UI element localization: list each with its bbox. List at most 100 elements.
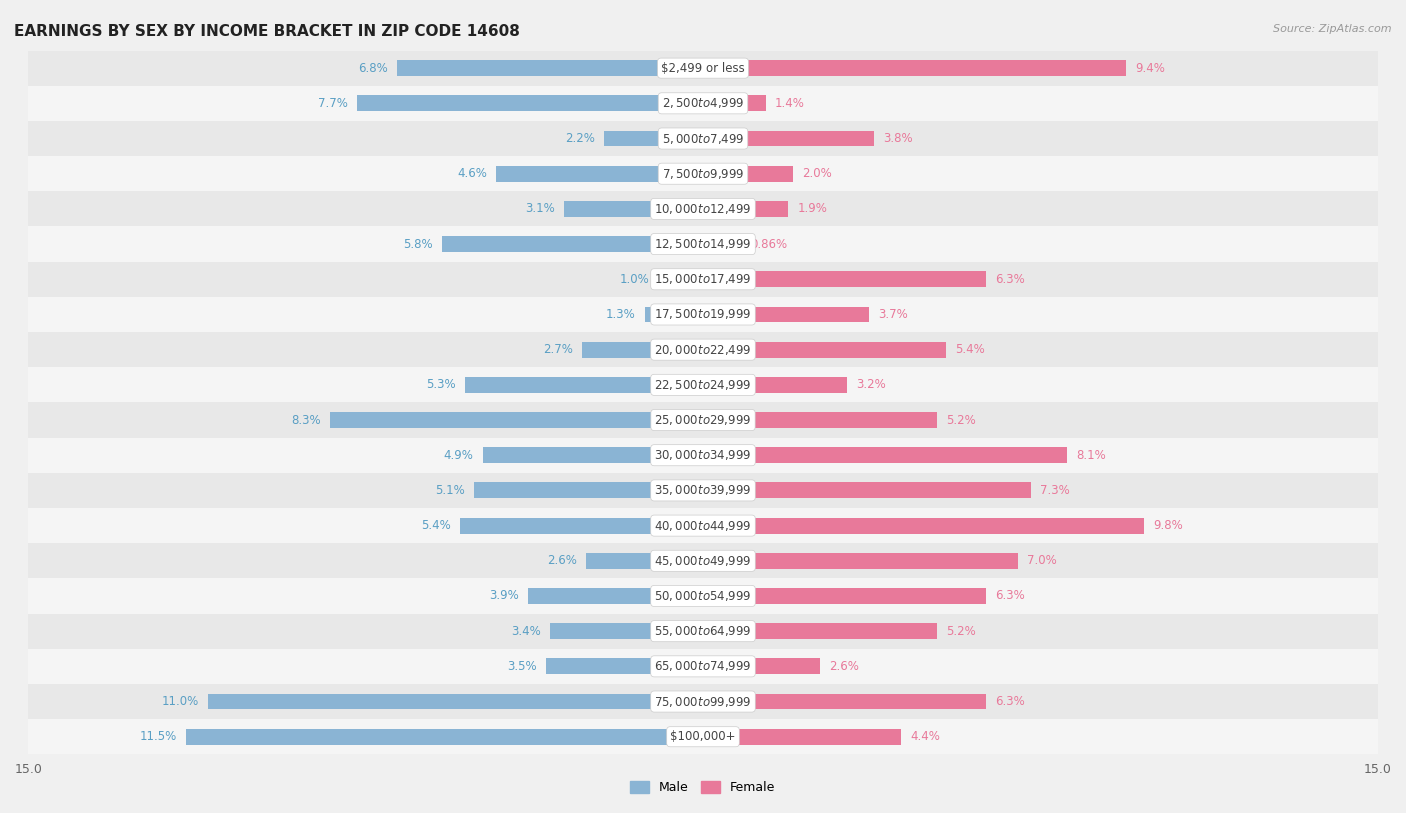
Text: 3.7%: 3.7% [879, 308, 908, 321]
Text: 3.4%: 3.4% [512, 624, 541, 637]
Bar [703, 412, 936, 428]
Text: 5.3%: 5.3% [426, 378, 456, 391]
Text: 2.2%: 2.2% [565, 132, 595, 145]
Bar [703, 447, 1067, 463]
Text: $2,500 to $4,999: $2,500 to $4,999 [662, 96, 744, 111]
Text: Source: ZipAtlas.com: Source: ZipAtlas.com [1274, 24, 1392, 34]
Bar [703, 166, 793, 181]
Bar [703, 236, 742, 252]
Text: 5.2%: 5.2% [946, 624, 976, 637]
Text: 5.2%: 5.2% [946, 414, 976, 427]
Text: 6.3%: 6.3% [995, 695, 1025, 708]
Text: EARNINGS BY SEX BY INCOME BRACKET IN ZIP CODE 14608: EARNINGS BY SEX BY INCOME BRACKET IN ZIP… [14, 24, 520, 39]
Text: 6.8%: 6.8% [359, 62, 388, 75]
Bar [28, 437, 1378, 473]
Text: 2.7%: 2.7% [543, 343, 572, 356]
Text: $22,500 to $24,999: $22,500 to $24,999 [654, 378, 752, 392]
Text: 1.9%: 1.9% [797, 202, 827, 215]
Bar [28, 508, 1378, 543]
Text: $2,499 or less: $2,499 or less [661, 62, 745, 75]
Text: $10,000 to $12,499: $10,000 to $12,499 [654, 202, 752, 216]
Bar [703, 95, 766, 111]
Bar [329, 412, 703, 428]
Bar [644, 307, 703, 323]
Bar [28, 227, 1378, 262]
Text: 5.4%: 5.4% [422, 519, 451, 532]
Bar [186, 728, 703, 745]
Text: 6.3%: 6.3% [995, 273, 1025, 286]
Bar [28, 473, 1378, 508]
Text: 7.3%: 7.3% [1040, 484, 1070, 497]
Text: 1.4%: 1.4% [775, 97, 804, 110]
Bar [357, 95, 703, 111]
Bar [703, 553, 1018, 569]
Text: 3.1%: 3.1% [524, 202, 554, 215]
Text: $55,000 to $64,999: $55,000 to $64,999 [654, 624, 752, 638]
Text: 2.0%: 2.0% [801, 167, 832, 180]
Text: 3.5%: 3.5% [508, 660, 537, 673]
Text: 4.4%: 4.4% [910, 730, 939, 743]
Text: $100,000+: $100,000+ [671, 730, 735, 743]
Bar [703, 307, 869, 323]
Text: 5.4%: 5.4% [955, 343, 984, 356]
Bar [582, 341, 703, 358]
Text: 0.86%: 0.86% [751, 237, 787, 250]
Text: 4.6%: 4.6% [457, 167, 486, 180]
Bar [703, 693, 987, 710]
Bar [658, 272, 703, 287]
Text: 1.3%: 1.3% [606, 308, 636, 321]
Bar [496, 166, 703, 181]
Bar [605, 131, 703, 146]
Bar [460, 518, 703, 533]
Text: 5.8%: 5.8% [404, 237, 433, 250]
Bar [28, 297, 1378, 332]
Text: 8.1%: 8.1% [1077, 449, 1107, 462]
Bar [703, 341, 946, 358]
Text: 3.9%: 3.9% [489, 589, 519, 602]
Text: $5,000 to $7,499: $5,000 to $7,499 [662, 132, 744, 146]
Bar [703, 131, 875, 146]
Bar [28, 191, 1378, 227]
Text: $30,000 to $34,999: $30,000 to $34,999 [654, 448, 752, 463]
Bar [586, 553, 703, 569]
Bar [28, 543, 1378, 578]
Bar [703, 377, 846, 393]
Text: 6.3%: 6.3% [995, 589, 1025, 602]
Bar [28, 578, 1378, 614]
Bar [28, 262, 1378, 297]
Text: 3.2%: 3.2% [856, 378, 886, 391]
Bar [703, 201, 789, 217]
Bar [28, 121, 1378, 156]
Bar [482, 447, 703, 463]
Bar [28, 367, 1378, 402]
Text: 8.3%: 8.3% [291, 414, 321, 427]
Text: 2.6%: 2.6% [547, 554, 576, 567]
Text: $45,000 to $49,999: $45,000 to $49,999 [654, 554, 752, 567]
Bar [28, 332, 1378, 367]
Bar [564, 201, 703, 217]
Bar [527, 588, 703, 604]
Text: 5.1%: 5.1% [434, 484, 464, 497]
Text: $35,000 to $39,999: $35,000 to $39,999 [654, 484, 752, 498]
Bar [703, 482, 1032, 498]
Bar [28, 50, 1378, 85]
Text: $25,000 to $29,999: $25,000 to $29,999 [654, 413, 752, 427]
Text: $50,000 to $54,999: $50,000 to $54,999 [654, 589, 752, 603]
Text: 9.8%: 9.8% [1153, 519, 1182, 532]
Bar [28, 720, 1378, 754]
Bar [208, 693, 703, 710]
Bar [474, 482, 703, 498]
Text: 1.0%: 1.0% [619, 273, 650, 286]
Bar [28, 649, 1378, 684]
Text: $20,000 to $22,499: $20,000 to $22,499 [654, 342, 752, 357]
Bar [28, 614, 1378, 649]
Bar [28, 684, 1378, 720]
Text: $17,500 to $19,999: $17,500 to $19,999 [654, 307, 752, 321]
Bar [703, 518, 1144, 533]
Bar [464, 377, 703, 393]
Bar [28, 85, 1378, 121]
Bar [703, 728, 901, 745]
Bar [396, 60, 703, 76]
Bar [441, 236, 703, 252]
Text: $75,000 to $99,999: $75,000 to $99,999 [654, 694, 752, 709]
